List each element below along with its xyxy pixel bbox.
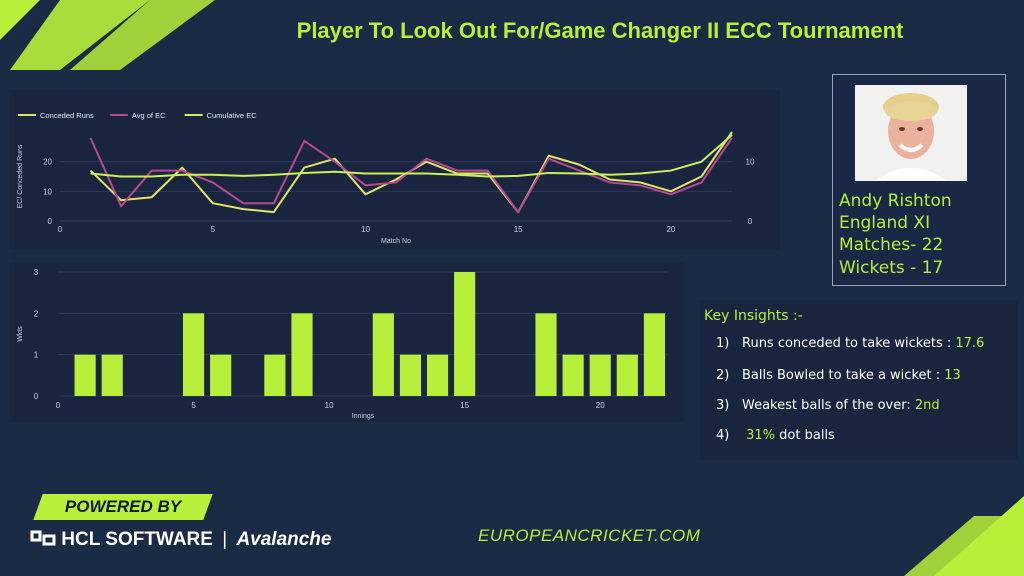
bar — [535, 313, 557, 396]
y-tick-label: 20 — [43, 158, 52, 167]
insight-number: 2) — [716, 368, 730, 383]
product-name: Avalanche — [236, 529, 332, 550]
insight-number: 3) — [716, 398, 730, 413]
insights-heading: Key Insights :- — [704, 308, 803, 324]
corner-stripes-top-left — [0, 0, 215, 70]
x-tick-label: 15 — [514, 225, 523, 234]
powered-by-label: POWERED BY — [64, 497, 182, 516]
x-tick-label: 0 — [56, 401, 61, 410]
x-tick-label: 5 — [191, 401, 196, 410]
insight-item: 4) 31% dot balls — [716, 428, 835, 443]
bar — [616, 354, 638, 396]
y-tick-label: 1 — [34, 351, 39, 360]
insight-value: 13 — [944, 368, 961, 383]
bar-chart-panel: 0 1 2 3 0 5 10 15 20 Innings Wkts — [10, 262, 685, 422]
bar — [291, 313, 313, 396]
x-tick-label: 10 — [361, 225, 370, 234]
bar — [426, 354, 449, 396]
insight-number: 1) — [716, 336, 730, 351]
x-tick-label: 5 — [211, 225, 216, 234]
x-axis-label: Match No — [381, 238, 411, 245]
insight-item: 1) Runs conceded to take wickets : 17.6 — [716, 336, 984, 351]
insight-text: Weakest balls of the over: — [742, 398, 915, 413]
x-tick-label: 0 — [58, 225, 63, 234]
bar — [399, 354, 422, 396]
powered-by-badge: POWERED BY — [33, 494, 213, 520]
bar — [101, 354, 123, 396]
bar — [589, 354, 611, 396]
bar — [454, 272, 476, 396]
insight-text: Balls Bowled to take a wicket : — [742, 368, 945, 383]
line-chart-panel: 0 10 20 0 10 0 5 10 15 20 Match No EC/ Conceded Run… — [10, 90, 780, 250]
website-link[interactable]: EUROPEANCRICKET.COM — [478, 526, 701, 545]
x-tick-label: 15 — [460, 401, 469, 410]
player-photo — [855, 85, 967, 181]
y-axis-label: EC/ Conceded Runs — [17, 144, 24, 208]
legend-label: Conceded Runs — [40, 111, 94, 120]
insight-item: 2) Balls Bowled to take a wicket : 13 — [716, 368, 961, 383]
insight-value: 17.6 — [955, 336, 985, 351]
hcl-logo-icon — [30, 530, 56, 546]
insight-value: 31% — [746, 428, 776, 443]
series-line-cumulative-ec — [90, 134, 733, 178]
bar — [210, 354, 232, 396]
insight-suffix: dot balls — [775, 428, 835, 443]
page-title: Player To Look Out For/Game Changer II E… — [296, 18, 904, 43]
y-right-tick-label: 10 — [746, 158, 755, 167]
y-tick-label: 0 — [34, 392, 39, 401]
y-tick-label: 10 — [43, 187, 52, 196]
player-photo-icon — [855, 85, 967, 181]
brand-separator: | — [222, 529, 228, 550]
line-chart: 0 10 20 0 10 0 5 10 15 20 Match No EC/ Conceded Run… — [17, 111, 755, 245]
x-tick-label: 20 — [596, 401, 605, 410]
player-wickets: Wickets - 17 — [839, 258, 944, 278]
bar — [372, 313, 394, 396]
corner-stripes-bottom-right — [904, 496, 1024, 576]
x-axis-label: Innings — [352, 413, 375, 420]
bar — [182, 313, 205, 396]
player-name: Andy Rishton — [839, 191, 952, 211]
x-tick-label: 10 — [325, 401, 334, 410]
legend-label: Avg of EC — [132, 111, 166, 120]
bar — [643, 313, 666, 396]
insight-value: 2nd — [914, 398, 940, 413]
y-right-tick-label: 0 — [748, 217, 753, 226]
player-card: Andy Rishton England XI Matches- 22 Wick… — [832, 74, 1006, 286]
insight-item: 3) Weakest balls of the over: 2nd — [716, 398, 940, 413]
sponsor-brand: HCL SOFTWARE | Avalanche — [30, 528, 331, 551]
series-line-avg-of-ec — [89, 137, 733, 214]
player-team: England XI — [839, 213, 931, 233]
x-tick-label: 20 — [666, 225, 675, 234]
y-tick-label: 2 — [34, 309, 39, 318]
y-axis-label: Wkts — [17, 326, 24, 342]
brand-name: HCL SOFTWARE — [61, 529, 213, 550]
bar-chart: 0 1 2 3 0 5 10 15 20 Innings Wkts — [17, 268, 668, 420]
bar — [74, 354, 96, 396]
legend-label: Cumulative EC — [207, 111, 258, 120]
y-tick-label: 3 — [34, 268, 39, 277]
key-insights-panel: Key Insights :- 1) Runs conceded to take … — [700, 300, 1018, 460]
player-matches: Matches- 22 — [839, 235, 944, 255]
bar — [264, 354, 286, 396]
insight-text: Runs conceded to take wickets : — [742, 336, 956, 351]
y-tick-label: 0 — [48, 217, 53, 226]
insight-number: 4) — [716, 428, 730, 443]
bar — [562, 354, 584, 396]
